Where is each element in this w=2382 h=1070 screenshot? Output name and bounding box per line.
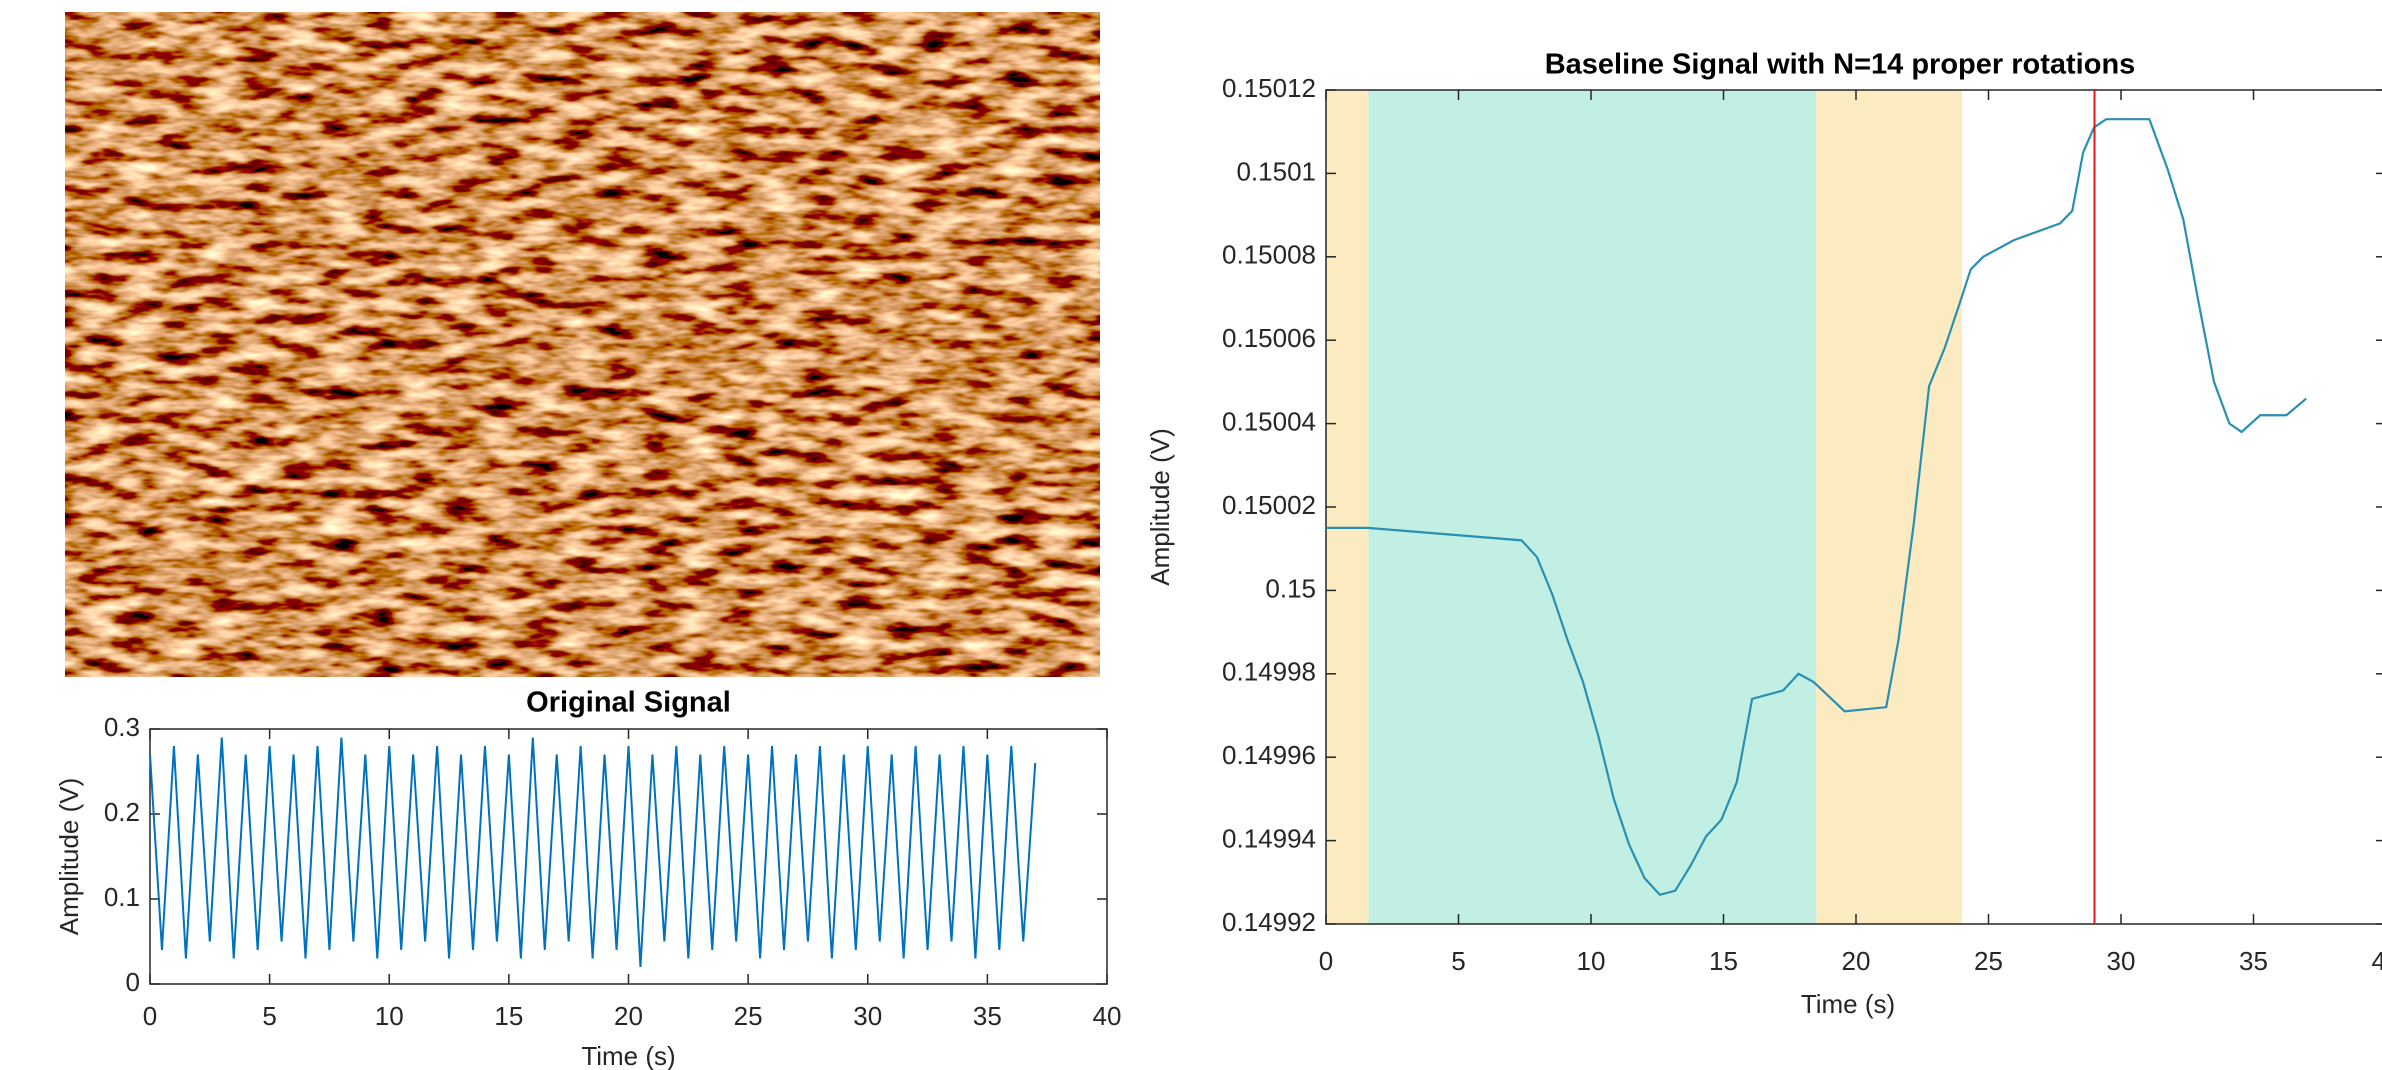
x-axis-label: Time (s) — [581, 1041, 675, 1070]
y-tick-label: 0.14992 — [1222, 907, 1316, 937]
x-tick-label: 0 — [143, 1001, 157, 1031]
x-tick-label: 10 — [1577, 946, 1606, 976]
x-tick-label: 10 — [375, 1001, 404, 1031]
x-tick-label: 25 — [1974, 946, 2003, 976]
afm-image — [65, 12, 1100, 677]
y-tick-label: 0.3 — [104, 712, 140, 742]
y-tick-label: 0.15004 — [1222, 406, 1316, 436]
signal-line — [149, 737, 1037, 968]
y-tick-label: 0.14998 — [1222, 657, 1316, 687]
x-tick-label: 30 — [853, 1001, 882, 1031]
x-tick-label: 30 — [2107, 946, 2136, 976]
x-tick-label: 0 — [1319, 946, 1333, 976]
x-tick-label: 35 — [2239, 946, 2268, 976]
signal-line — [1326, 118, 2307, 897]
y-tick-label: 0.15006 — [1222, 323, 1316, 353]
y-tick-label: 0.15012 — [1222, 73, 1316, 103]
x-tick-label: 20 — [1842, 946, 1871, 976]
x-tick-label: 5 — [1451, 946, 1465, 976]
x-tick-label: 35 — [973, 1001, 1002, 1031]
x-tick-label: 5 — [262, 1001, 276, 1031]
x-tick-label: 15 — [494, 1001, 523, 1031]
y-tick-label: 0.14996 — [1222, 740, 1316, 770]
y-tick-label: 0.15008 — [1222, 240, 1316, 270]
y-tick-label: 0.14994 — [1222, 823, 1316, 853]
chart-title: Original Signal — [526, 687, 731, 719]
x-tick-label: 15 — [1709, 946, 1738, 976]
shaded-region — [1368, 90, 1817, 924]
x-tick-label: 25 — [734, 1001, 763, 1031]
shaded-region — [1816, 90, 1962, 924]
y-tick-label: 0.1501 — [1236, 156, 1316, 186]
y-tick-label: 0.15 — [1265, 573, 1316, 603]
chart-title: Baseline Signal with N=14 proper rotatio… — [1545, 49, 2136, 81]
x-tick-label: 40 — [1093, 1001, 1122, 1031]
y-tick-label: 0 — [126, 967, 140, 997]
y-axis-label: Amplitude (V) — [1145, 428, 1175, 586]
y-axis-label: Amplitude (V) — [54, 778, 84, 936]
x-tick-label: 20 — [614, 1001, 643, 1031]
y-tick-label: 0.15002 — [1222, 490, 1316, 520]
x-axis-label: Time (s) — [1801, 989, 1895, 1019]
y-tick-label: 0.2 — [104, 797, 140, 827]
x-tick-label: 40 — [2372, 946, 2382, 976]
y-tick-label: 0.1 — [104, 882, 140, 912]
